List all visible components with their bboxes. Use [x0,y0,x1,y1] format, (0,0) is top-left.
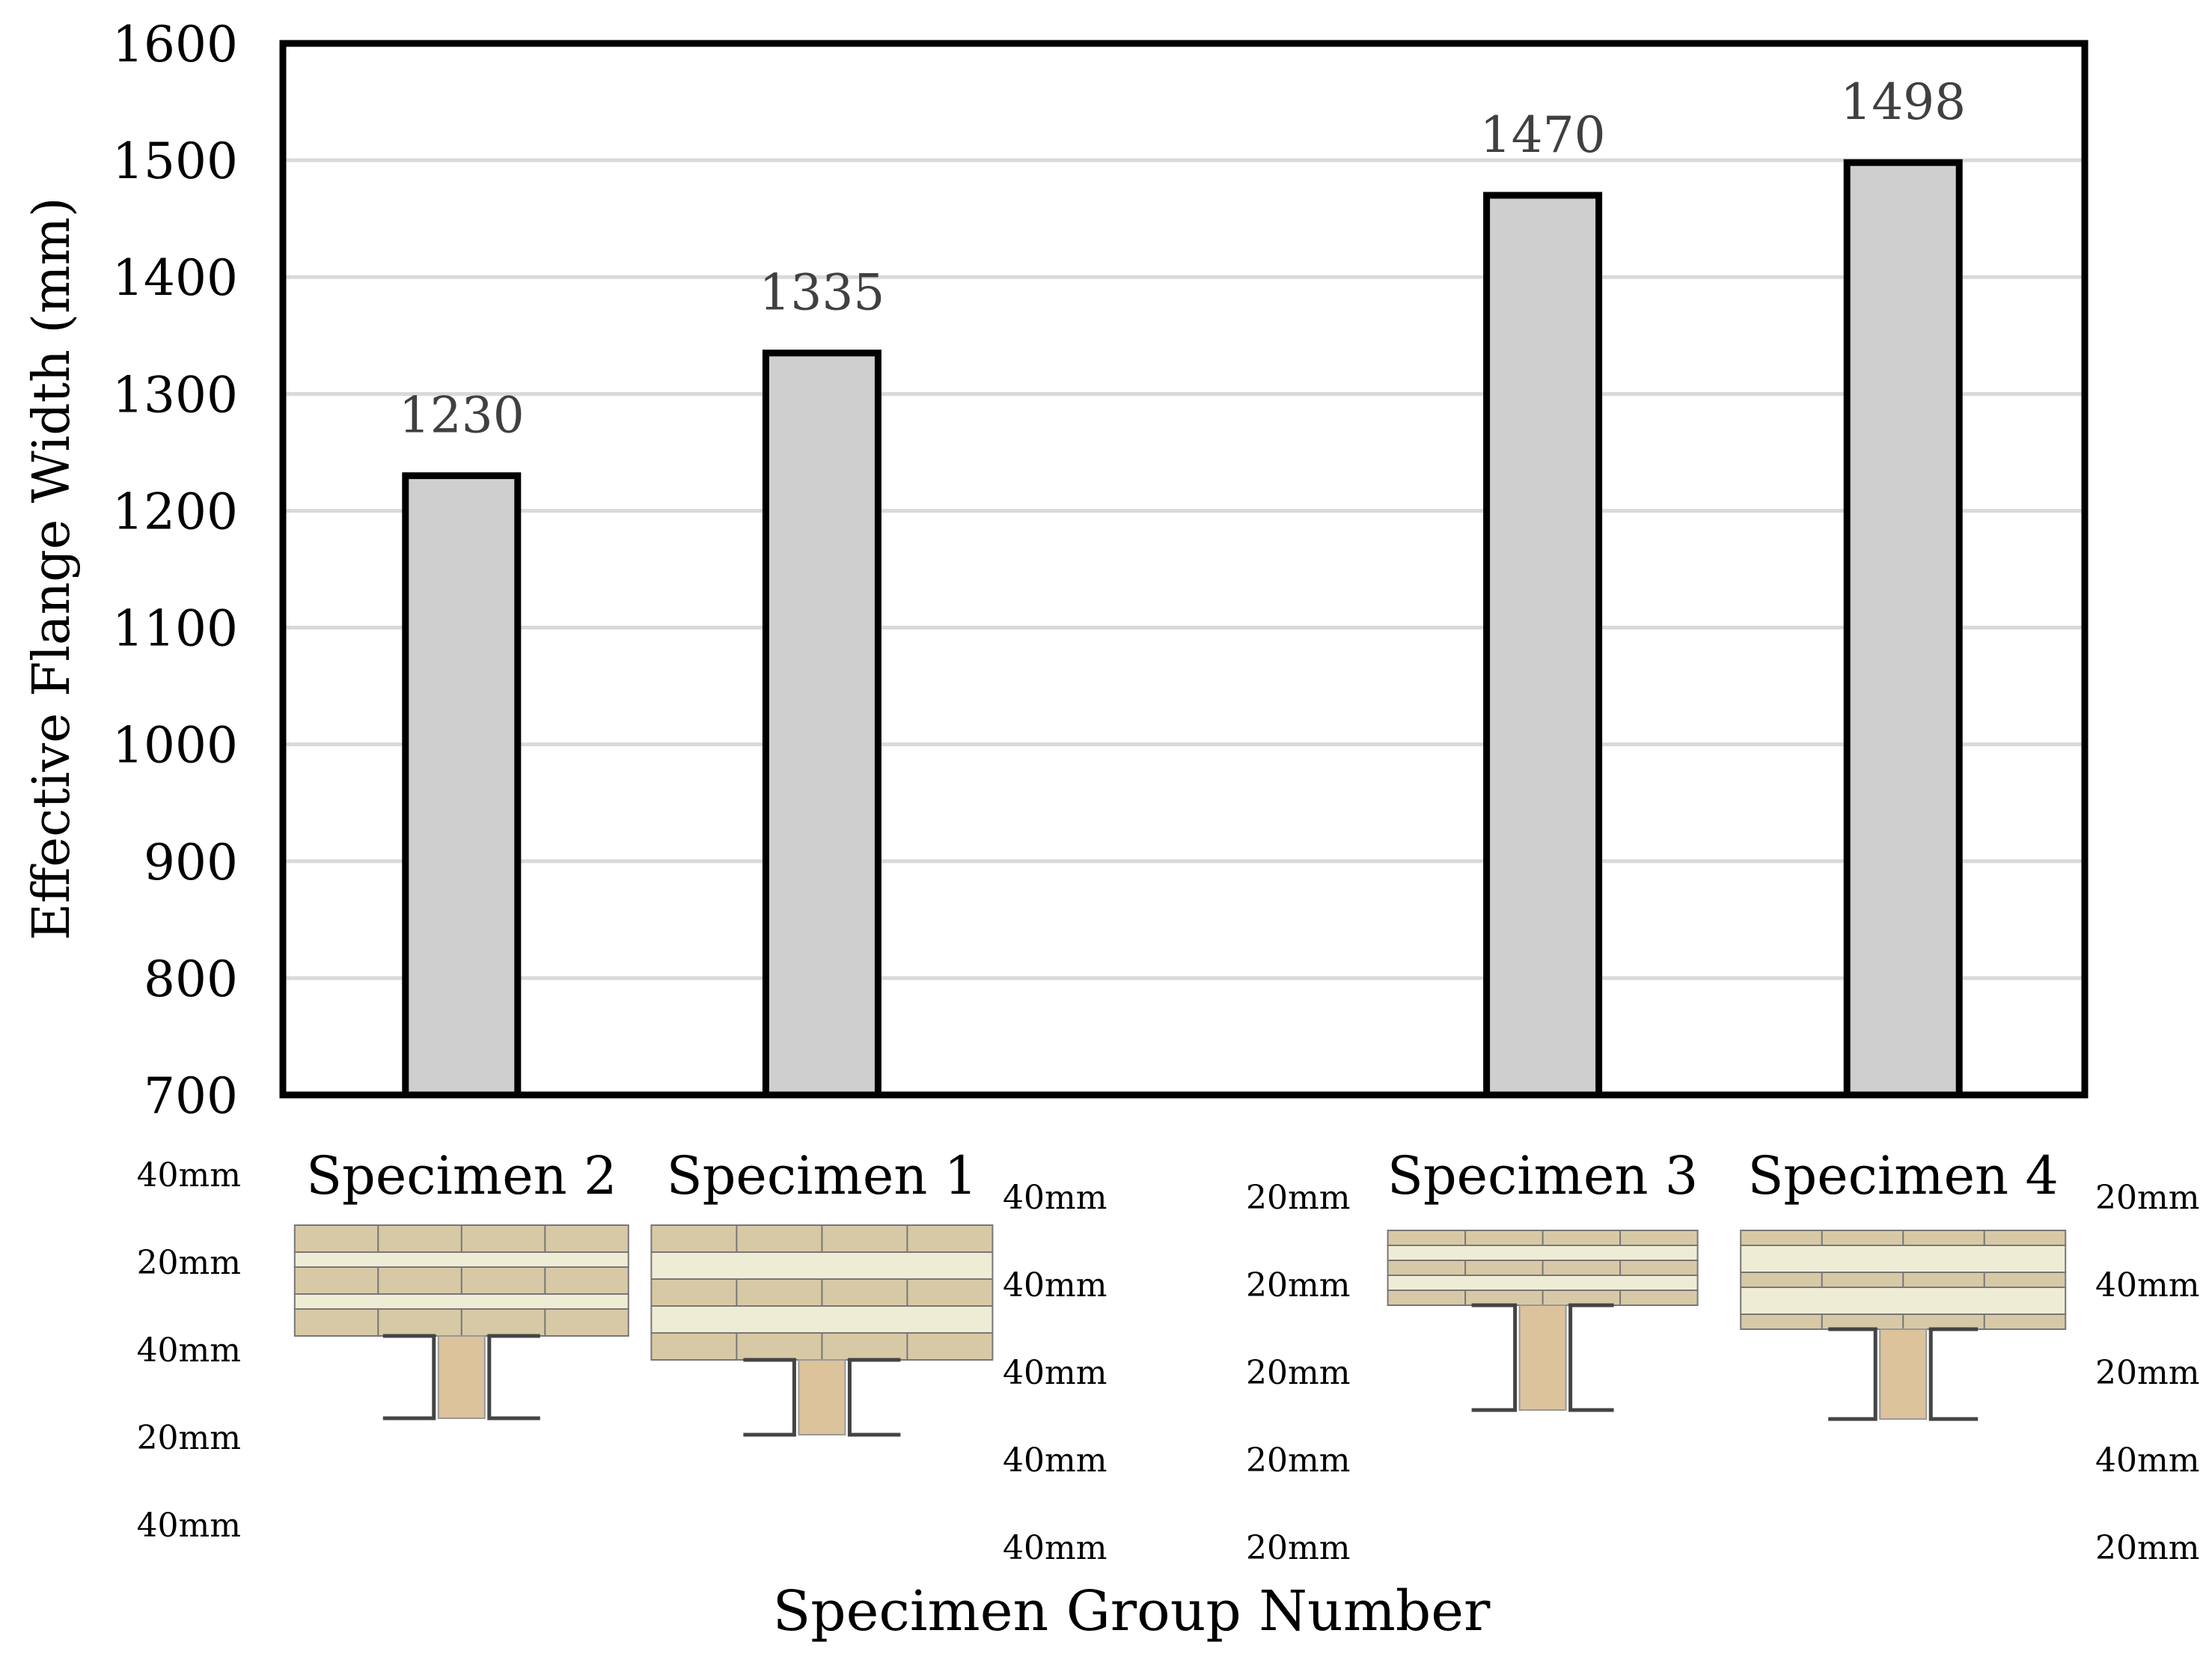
x-axis-title: Specimen Group Number [773,1579,1491,1644]
y-tick-label: 1500 [112,132,238,190]
cross-section-drawing [1387,1230,1699,1412]
layer-thickness-label: 40mm [2095,1441,2199,1480]
layer-thickness-label: 20mm [137,1244,241,1282]
layer-thickness-label: 20mm [2095,1529,2199,1567]
y-tick-label: 700 [144,1067,238,1125]
category-label: Specimen 1 [667,1145,977,1206]
data-label: 1335 [759,264,885,322]
bar [402,472,522,1099]
plot-frame [279,40,2089,1099]
layer-thickness-label: 20mm [1246,1354,1350,1392]
cross-section-drawings [293,1224,2067,1437]
category-labels: Specimen 2 Specimen 1 Specimen 3 Specimen 4 [306,1145,2059,1206]
layer-thickness-label: 20mm [1246,1529,1350,1567]
bar [762,350,882,1099]
y-tick-label: 1400 [112,249,238,307]
layer-thickness-label: 40mm [137,1507,241,1545]
y-tick-label: 1100 [112,600,238,658]
gridlines [283,158,2085,980]
layer-thickness-label: 40mm [1003,1529,1107,1567]
category-label: Specimen 2 [306,1145,617,1206]
data-labels: 1230 1335 1470 1498 [399,73,1966,444]
layer-thickness-label: 40mm [2095,1266,2199,1304]
bars [402,159,1963,1099]
cross-section-drawing [1740,1230,2067,1421]
bar [1843,159,1963,1099]
y-tick-label: 1000 [112,717,238,775]
layer-thickness-label: 20mm [2095,1179,2199,1217]
y-tick-label: 800 [144,950,238,1008]
data-label: 1470 [1480,106,1606,164]
layer-thickness-label: 20mm [1246,1266,1350,1304]
layer-thickness-label: 20mm [2095,1354,2199,1392]
cross-section-drawing [293,1224,629,1421]
data-label: 1230 [399,387,525,445]
layer-thickness-label: 20mm [137,1419,241,1457]
layer-thickness-label: 20mm [1246,1441,1350,1480]
data-label: 1498 [1840,73,1966,131]
y-tick-label: 900 [144,834,238,891]
y-tick-label: 1300 [112,366,238,424]
category-label: Specimen 4 [1747,1145,2058,1206]
layer-thickness-label: 40mm [1003,1441,1107,1480]
layer-thickness-label: 40mm [1003,1354,1107,1392]
layer-thickness-label: 40mm [1003,1179,1107,1217]
layer-thickness-label: 40mm [137,1331,241,1370]
layer-thickness-labels: 40mm 20mm 40mm 20mm 40mm 40mm 40mm 40mm 40mm 40mm… [137,1156,2200,1567]
bar [1483,192,1603,1099]
y-tick-label: 1200 [112,483,238,540]
y-tick-label: 1600 [112,16,238,73]
category-label: Specimen 3 [1387,1145,1698,1206]
cross-section-drawing [650,1224,994,1437]
y-axis-title: Effective Flange Width (mm) [22,197,82,940]
y-tick-labels: 700 800 900 1000 1100 1200 1300 1400 1500 1600 [112,16,238,1125]
layer-thickness-label: 20mm [1246,1179,1350,1217]
layer-thickness-label: 40mm [137,1156,241,1194]
layer-thickness-label: 40mm [1003,1266,1107,1304]
